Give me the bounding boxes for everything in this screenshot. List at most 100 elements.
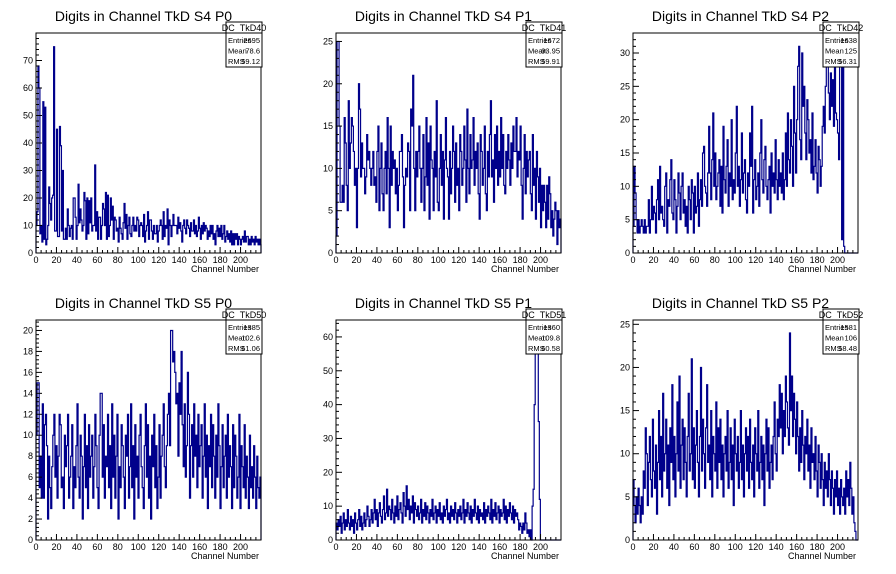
- y-tick-label: 15: [620, 406, 630, 416]
- histogram-series-line: [335, 326, 561, 541]
- histogram-panel-3: Digits in Channel TkD S4 P20 20 40 60 80 100 1…: [620, 8, 863, 274]
- x-axis-label: Channel Number: [788, 551, 856, 561]
- y-tick-label: 5: [625, 215, 630, 225]
- x-tick-label: 140: [472, 255, 487, 265]
- x-tick-label: 80: [113, 255, 123, 265]
- y-tick-label: 20: [620, 362, 630, 372]
- stats-name: DC_TkD42: [819, 23, 864, 33]
- x-tick-label: 80: [413, 542, 423, 552]
- stats-entries-label: Entries: [228, 36, 252, 45]
- stats-entries-label: Entries: [228, 323, 252, 332]
- stats-rms-label: RMS: [528, 344, 545, 353]
- x-tick-label: 200: [830, 542, 845, 552]
- x-tick-label: 160: [192, 542, 207, 552]
- stats-rms-label: RMS: [825, 344, 842, 353]
- y-tick-label: 10: [23, 430, 33, 440]
- histogram-panel-1: Digits in Channel TkD S4 P00 20 40 60 80 100 1…: [23, 8, 266, 274]
- x-tick-label: 0: [630, 255, 635, 265]
- y-tick-label: 25: [620, 319, 630, 329]
- x-tick-label: 0: [630, 542, 635, 552]
- stats-name: DC_TkD50: [222, 310, 267, 320]
- stats-mean-value: 78.6: [245, 47, 260, 56]
- chart-title: Digits in Channel TkD S5 P0: [55, 295, 232, 311]
- x-tick-label: 100: [431, 542, 446, 552]
- x-tick-label: 0: [33, 255, 38, 265]
- x-tick-label: 20: [351, 542, 361, 552]
- stats-entries-label: Entries: [528, 323, 552, 332]
- x-tick-label: 60: [392, 255, 402, 265]
- chart-title: Digits in Channel TkD S5 P1: [355, 295, 532, 311]
- y-tick-label: 8: [28, 451, 33, 461]
- y-tick-label: 16: [23, 367, 33, 377]
- stats-mean-value: 106: [844, 334, 857, 343]
- y-tick-label: 12: [23, 409, 33, 419]
- stats-rms-value: 59.91: [541, 57, 560, 66]
- y-tick-label: 6: [28, 472, 33, 482]
- stats-mean-label: Mean: [528, 334, 547, 343]
- y-tick-label: 0: [328, 535, 333, 545]
- x-tick-label: 180: [810, 542, 825, 552]
- y-tick-label: 40: [323, 400, 333, 410]
- x-tick-label: 20: [648, 542, 658, 552]
- stats-rms-label: RMS: [228, 57, 245, 66]
- x-tick-label: 40: [72, 255, 82, 265]
- stats-name: DC_TkD52: [819, 310, 864, 320]
- y-tick-label: 30: [620, 48, 630, 58]
- x-tick-label: 100: [131, 542, 146, 552]
- histogram-panel-6: Digits in Channel TkD S5 P20 20 40 60 80 100 1…: [620, 295, 863, 561]
- stats-entries-label: Entries: [528, 36, 552, 45]
- stats-mean-value: 109.8: [541, 334, 560, 343]
- y-tick-label: 60: [23, 83, 33, 93]
- stats-rms-label: RMS: [228, 344, 245, 353]
- stats-mean-label: Mean: [528, 47, 547, 56]
- x-tick-label: 100: [728, 255, 743, 265]
- x-axis-label: Channel Number: [191, 264, 259, 274]
- y-tick-label: 10: [23, 221, 33, 231]
- x-tick-label: 100: [728, 542, 743, 552]
- y-tick-label: 5: [625, 492, 630, 502]
- x-tick-label: 40: [372, 255, 382, 265]
- x-tick-label: 180: [213, 255, 228, 265]
- x-tick-label: 120: [451, 542, 466, 552]
- y-tick-label: 2: [28, 514, 33, 524]
- histogram-series-line: [632, 45, 858, 254]
- x-tick-label: 0: [333, 542, 338, 552]
- y-tick-label: 70: [23, 56, 33, 66]
- stats-entries-value: 1638: [840, 36, 857, 45]
- x-tick-label: 20: [351, 255, 361, 265]
- y-tick-label: 0: [625, 248, 630, 258]
- stats-entries-value: 1360: [543, 323, 560, 332]
- x-tick-label: 0: [333, 255, 338, 265]
- x-tick-label: 140: [769, 255, 784, 265]
- x-tick-label: 160: [789, 542, 804, 552]
- x-tick-label: 20: [51, 255, 61, 265]
- x-tick-label: 180: [513, 542, 528, 552]
- stats-mean-value: 125: [844, 47, 857, 56]
- stats-entries-label: Entries: [825, 323, 849, 332]
- stats-mean-label: Mean: [825, 334, 844, 343]
- stats-box-frame: [225, 21, 263, 68]
- stats-box-frame: [525, 21, 563, 68]
- x-tick-label: 160: [192, 255, 207, 265]
- x-tick-label: 0: [33, 542, 38, 552]
- y-tick-label: 40: [23, 138, 33, 148]
- x-tick-label: 180: [513, 255, 528, 265]
- x-tick-label: 80: [710, 255, 720, 265]
- x-tick-label: 180: [810, 255, 825, 265]
- y-tick-label: 0: [28, 248, 33, 258]
- x-tick-label: 200: [830, 255, 845, 265]
- y-tick-label: 4: [28, 493, 33, 503]
- y-tick-label: 20: [323, 79, 333, 89]
- x-axis-label: Channel Number: [788, 264, 856, 274]
- stats-box-frame: [225, 308, 263, 355]
- y-tick-label: 14: [23, 388, 33, 398]
- y-tick-label: 20: [23, 325, 33, 335]
- stats-mean-value: 102.6: [241, 334, 260, 343]
- x-tick-label: 80: [113, 542, 123, 552]
- x-tick-label: 40: [669, 542, 679, 552]
- stats-rms-label: RMS: [825, 57, 842, 66]
- x-tick-label: 120: [151, 255, 166, 265]
- stats-rms-value: 61.06: [241, 344, 260, 353]
